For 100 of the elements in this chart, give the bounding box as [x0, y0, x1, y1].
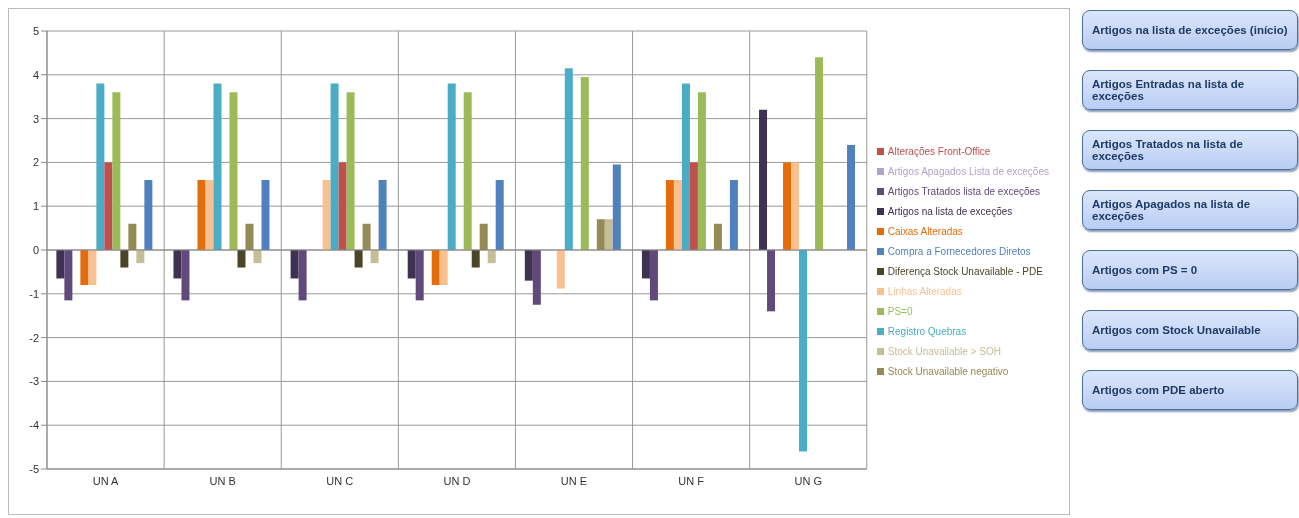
x-tick-label: UN F: [678, 474, 705, 487]
bar: [64, 250, 73, 301]
bar: [479, 223, 488, 250]
bar: [431, 250, 440, 286]
text: Artigos Apagados na lista de exceções: [1082, 190, 1298, 230]
x-tick-label: UN D: [443, 474, 471, 487]
legend-label: Stock Unavailable > SOH: [887, 345, 1001, 357]
bar: [181, 250, 190, 301]
text: Artigos Tratados na lista de exceções: [1082, 130, 1298, 170]
bar: [463, 92, 472, 250]
bar: [378, 179, 387, 250]
bar: [261, 179, 270, 250]
y-tick-label: 2: [32, 156, 39, 169]
bar: [96, 83, 105, 250]
bar: [197, 179, 206, 250]
y-tick-label: -1: [29, 287, 39, 300]
bar: [407, 250, 416, 279]
bar: [799, 250, 808, 452]
bar: [330, 83, 339, 250]
text: Artigos com PDE aberto: [1082, 370, 1298, 410]
bar: [136, 250, 145, 264]
bar: [767, 250, 776, 312]
bar: [673, 179, 682, 250]
bar: [253, 250, 262, 264]
bar: [346, 92, 355, 250]
bar: [556, 250, 565, 289]
bar: [641, 250, 650, 279]
bar: [447, 83, 456, 250]
bar: [362, 223, 371, 250]
y-tick-label: 1: [32, 200, 39, 213]
bar: [665, 179, 674, 250]
legend-label: Caixas Alteradas: [887, 225, 963, 237]
bar: [229, 92, 238, 250]
y-tick-label: 5: [32, 24, 39, 37]
x-tick-label: UN G: [794, 474, 822, 487]
bar: [612, 164, 621, 250]
y-tick-label: 0: [32, 243, 39, 256]
bar: [128, 223, 137, 250]
bar: [56, 250, 65, 279]
bar: [729, 179, 738, 250]
bar: [439, 250, 448, 286]
x-tick-label: UN C: [326, 474, 354, 487]
bar: [564, 68, 573, 250]
bar: [815, 57, 824, 250]
legend-label: PS=0: [887, 305, 913, 317]
bar: [791, 162, 800, 250]
bar: [354, 250, 363, 268]
bar: [783, 162, 792, 250]
bar: [80, 250, 89, 286]
bar: [237, 250, 246, 268]
bar: [532, 250, 541, 305]
x-tick-label: UN B: [209, 474, 236, 487]
legend-label: Diferença Stock Unavailable - PDE: [887, 265, 1043, 277]
text: Artigos com PS = 0: [1082, 250, 1298, 290]
bar: [471, 250, 480, 268]
legend-label: Linhas Alteradas: [887, 285, 962, 297]
y-tick-label: -5: [29, 462, 39, 475]
bar: [689, 162, 698, 250]
y-tick-label: 4: [32, 68, 39, 81]
bar: [370, 250, 379, 264]
bar: [759, 109, 768, 250]
bar: [104, 162, 113, 250]
legend-label: Artigos Tratados lista de exceções: [887, 185, 1041, 197]
bar: [681, 83, 690, 250]
bar: [415, 250, 424, 301]
legend-label: Compra a Fornecedores Diretos: [887, 245, 1031, 257]
bar: [290, 250, 299, 279]
bar: [495, 179, 504, 250]
bar: [144, 179, 153, 250]
bar: [205, 179, 214, 250]
bar: [213, 83, 222, 250]
bar: [697, 92, 706, 250]
legend-label: Artigos na lista de exceções: [887, 205, 1013, 217]
bar: [487, 250, 496, 264]
text: Artigos com Stock Unavailable: [1082, 310, 1298, 350]
bar: [524, 250, 533, 281]
bar: [580, 76, 589, 250]
x-tick-label: UN A: [92, 474, 120, 487]
bar: [298, 250, 307, 301]
bar: [596, 219, 605, 250]
bar: [112, 92, 121, 250]
bar: [649, 250, 658, 301]
bar: [338, 162, 347, 250]
text: Artigos Entradas na lista de exceções: [1082, 70, 1298, 110]
y-tick-label: 3: [32, 112, 39, 125]
bar: [322, 179, 331, 250]
x-tick-label: UN E: [560, 474, 588, 487]
bar: [713, 223, 722, 250]
y-tick-label: -4: [29, 419, 39, 432]
legend-label: Registro Quebras: [887, 325, 967, 337]
bar: [847, 144, 856, 250]
legend-label: Alterações Front-Office: [887, 145, 991, 157]
bar: [245, 223, 254, 250]
bar: [604, 219, 613, 250]
y-tick-label: -3: [29, 375, 39, 388]
text: Artigos na lista de exceções (início): [1082, 10, 1298, 50]
legend-label: Artigos Apagados Lista de exceções: [887, 165, 1049, 177]
bar: [173, 250, 182, 279]
bar: [120, 250, 129, 268]
y-tick-label: -2: [29, 331, 39, 344]
